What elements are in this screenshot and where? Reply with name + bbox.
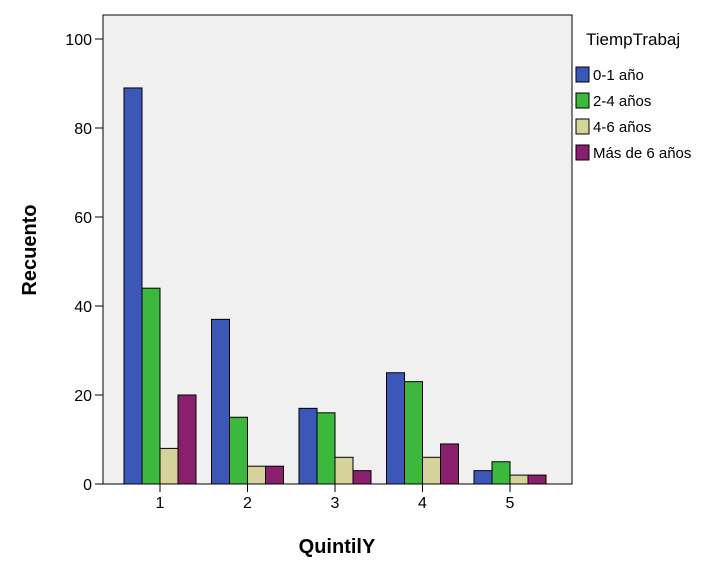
bar [141, 287, 161, 485]
y-tick-label: 0 [83, 477, 92, 494]
bar [334, 456, 354, 485]
legend: TiempTrabaj 0-1 año 2-4 años 4-6 años Más d… [575, 30, 691, 162]
legend-label: Más de 6 años [593, 145, 691, 162]
bar [265, 465, 284, 485]
y-tick-label: 80 [74, 121, 92, 138]
bar [298, 407, 318, 485]
x-tick-label: 3 [331, 495, 340, 512]
bars [123, 87, 547, 485]
x-tick-label: 1 [156, 495, 165, 512]
legend-label: 0-1 año [593, 67, 644, 84]
bar [211, 318, 230, 485]
legend-title: TiempTrabaj [586, 30, 680, 49]
y-tick-label: 40 [74, 299, 92, 316]
y-axis-label: Recuento [19, 204, 41, 295]
bar [473, 470, 493, 485]
legend-swatch [575, 66, 590, 83]
y-tick-label: 20 [74, 388, 92, 405]
legend-label: 4-6 años [593, 119, 651, 136]
bar [491, 461, 511, 485]
x-tick-label: 2 [243, 495, 252, 512]
x-tick-label: 5 [506, 495, 515, 512]
x-axis: 1 2 3 4 5 [156, 484, 515, 512]
bar [386, 372, 405, 485]
y-tick-label: 60 [74, 210, 92, 227]
y-tick-label: 100 [65, 32, 92, 49]
legend-swatch [575, 144, 590, 161]
bar [404, 381, 423, 485]
bar [247, 465, 266, 485]
y-axis: 0 20 40 60 80 100 [65, 32, 103, 494]
bar [229, 416, 248, 485]
legend-swatch [575, 118, 590, 135]
bar [177, 394, 197, 485]
bar [123, 87, 143, 485]
bar [352, 470, 372, 485]
bar [422, 456, 441, 485]
bar [316, 412, 336, 485]
legend-label: 2-4 años [593, 93, 651, 110]
bar [527, 474, 547, 485]
bar [509, 474, 529, 485]
x-tick-label: 4 [418, 495, 427, 512]
bar [159, 447, 179, 485]
bar [440, 443, 459, 485]
plot-area [102, 14, 573, 485]
x-axis-label: QuintilY [299, 536, 376, 558]
legend-swatch [575, 92, 590, 109]
